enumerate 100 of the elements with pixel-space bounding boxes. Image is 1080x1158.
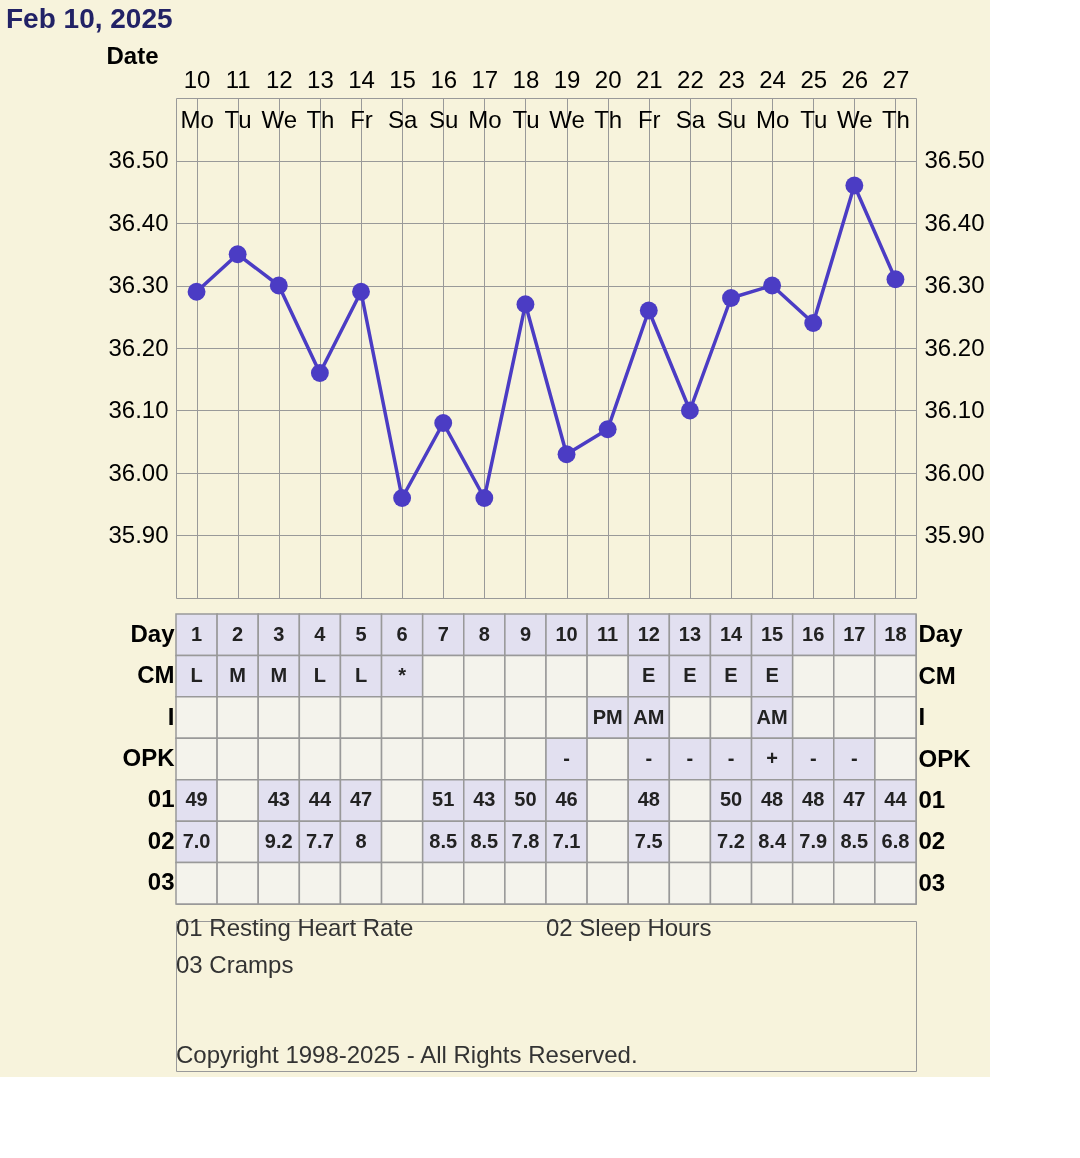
x-tick-label: 17 Mo <box>468 65 502 133</box>
x-tick-label: 25 Tu <box>800 65 828 133</box>
text: 15 <box>760 622 784 645</box>
text: 03 Cramps <box>176 951 294 978</box>
text: - <box>851 747 858 769</box>
x-tick-label: 10 Mo <box>180 65 214 133</box>
text: 7.2 <box>717 829 745 852</box>
x-tick-label: 27 Th <box>881 65 910 133</box>
y2-tick-label: 02 <box>918 827 946 855</box>
text: 7.1 <box>552 829 581 852</box>
text: 7.7 <box>305 829 334 852</box>
text: L <box>354 664 368 687</box>
x-tick-label: 21 Fr <box>635 65 663 133</box>
text: 11 <box>597 622 619 645</box>
y2-tick-label: CM <box>918 661 956 689</box>
y-tick-label: 02 <box>147 826 175 854</box>
text: 1 <box>190 622 203 645</box>
text: E <box>724 664 738 687</box>
text: 18 <box>884 622 907 645</box>
y-tick-label: 36.20 <box>108 333 169 361</box>
text: 44 <box>884 788 907 811</box>
y2-tick-label: 36.20 <box>924 333 985 361</box>
text: 50 <box>514 788 537 811</box>
text: M <box>229 664 246 687</box>
text: 48 <box>637 788 660 811</box>
x-tick-label: 11 Tu <box>224 65 252 133</box>
y2-tick-label: 35.90 <box>924 521 985 548</box>
x-axis-title: Date <box>106 41 159 69</box>
text: 48 <box>802 788 825 811</box>
text: 8.5 <box>840 829 869 852</box>
text: 7.8 <box>511 829 540 852</box>
text: 46 <box>555 788 578 811</box>
text: - <box>563 747 570 769</box>
y2-tick-label: 01 <box>918 785 946 813</box>
text: - <box>686 747 694 769</box>
x-tick-label: 13 Th <box>306 65 335 133</box>
y2-tick-label: 36.10 <box>924 396 985 423</box>
text: 8.4 <box>758 829 787 852</box>
text: M <box>270 664 288 687</box>
text: 7.5 <box>634 829 663 852</box>
text: AM <box>633 705 665 728</box>
y-tick-label: 03 <box>147 868 175 896</box>
y-tick-label: 36.40 <box>108 208 169 236</box>
text: + <box>766 747 778 769</box>
text: 7.0 <box>182 829 211 852</box>
x-tick-label: 20 Th <box>594 65 623 133</box>
text: 43 <box>473 788 496 811</box>
text: 44 <box>308 788 332 811</box>
y-tick-label: 35.90 <box>108 521 169 548</box>
y-tick-label: CM <box>137 661 175 689</box>
y2-tick-label: 03 <box>918 868 946 896</box>
chart-title: Feb 10, 2025 <box>6 3 173 34</box>
y-tick-label: 36.50 <box>108 146 169 173</box>
text: 6.8 <box>881 829 910 852</box>
text: 13 <box>678 622 702 645</box>
x-tick-label: 14 Fr <box>348 65 375 133</box>
text: 7 <box>437 622 449 645</box>
text: E <box>765 664 779 687</box>
text: PM <box>592 705 623 728</box>
text: 10 <box>555 622 578 645</box>
text: AM <box>756 705 788 728</box>
text: 7.9 <box>799 829 828 852</box>
y2-tick-label: 36.30 <box>924 271 985 298</box>
text: 2 <box>232 622 244 645</box>
y2-tick-label: I <box>918 703 926 731</box>
y2-tick-label: 36.00 <box>924 458 985 486</box>
text: L <box>190 664 203 687</box>
text: 9 <box>519 622 532 645</box>
y-tick-label: 36.00 <box>108 458 169 486</box>
text: - <box>727 747 735 769</box>
y-tick-label: OPK <box>122 744 176 771</box>
x-tick-label: 23 Su <box>716 65 747 133</box>
text: L <box>313 664 326 687</box>
text: 02 Sleep Hours <box>546 913 712 941</box>
text: 01 Resting Heart Rate <box>176 913 414 941</box>
text: 17 <box>843 622 866 645</box>
y-tick-label: 01 <box>147 785 175 813</box>
text: E <box>683 664 697 687</box>
text: 50 <box>719 788 743 811</box>
text: 49 <box>185 788 208 811</box>
x-tick-label: 26 We <box>837 65 873 133</box>
text: - <box>809 747 817 769</box>
y-tick-label: 36.10 <box>108 396 169 423</box>
text: 51 <box>432 788 455 811</box>
x-tick-label: 22 Sa <box>675 65 706 133</box>
y2-tick-label: Day <box>918 620 964 648</box>
y2-tick-label: 36.50 <box>924 146 985 173</box>
y-tick-label: 36.30 <box>108 271 169 298</box>
text: 43 <box>267 788 290 811</box>
x-tick-label: 19 We <box>549 65 585 133</box>
text: 9.2 <box>264 829 293 852</box>
text: 5 <box>355 622 367 645</box>
text: 47 <box>843 788 866 811</box>
text: 14 <box>719 622 743 645</box>
y-tick-label: Day <box>130 619 176 647</box>
text: 8.5 <box>429 829 458 852</box>
text: 8.5 <box>470 829 499 852</box>
text: 6 <box>396 622 408 645</box>
x-tick-label: 12 We <box>261 65 298 133</box>
text: 4 <box>314 622 326 645</box>
